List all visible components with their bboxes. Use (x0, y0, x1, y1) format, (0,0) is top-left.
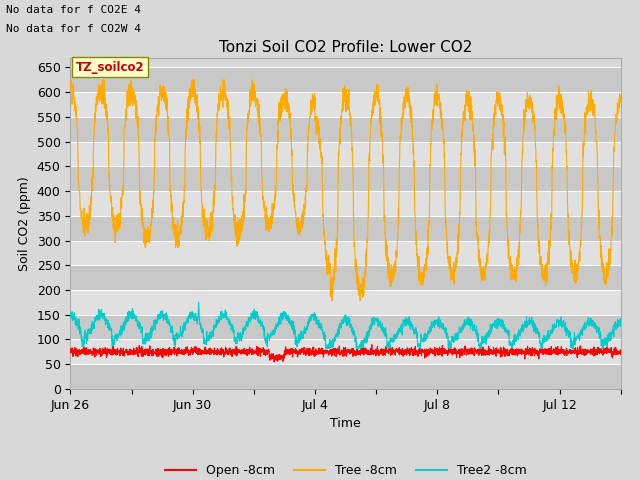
Bar (70, 240, 621, 265)
Bar (70, 315, 621, 339)
Bar (70, 142, 621, 167)
Text: No data for f CO2E 4: No data for f CO2E 4 (6, 5, 141, 15)
Bar (70, 290, 621, 315)
X-axis label: Time: Time (330, 417, 361, 430)
Bar (70, 216, 621, 240)
Bar (70, 117, 621, 142)
Bar (70, 68, 621, 92)
Y-axis label: Soil CO2 (ppm): Soil CO2 (ppm) (18, 176, 31, 271)
Bar (70, 265, 621, 290)
Title: Tonzi Soil CO2 Profile: Lower CO2: Tonzi Soil CO2 Profile: Lower CO2 (219, 40, 472, 55)
Bar (70, 92, 621, 117)
Text: TZ_soilco2: TZ_soilco2 (76, 61, 145, 74)
Bar (70, 339, 621, 364)
Bar (70, 167, 621, 191)
Text: No data for f CO2W 4: No data for f CO2W 4 (6, 24, 141, 34)
Bar (70, 364, 621, 389)
Bar (70, 191, 621, 216)
Legend: Open -8cm, Tree -8cm, Tree2 -8cm: Open -8cm, Tree -8cm, Tree2 -8cm (159, 459, 532, 480)
